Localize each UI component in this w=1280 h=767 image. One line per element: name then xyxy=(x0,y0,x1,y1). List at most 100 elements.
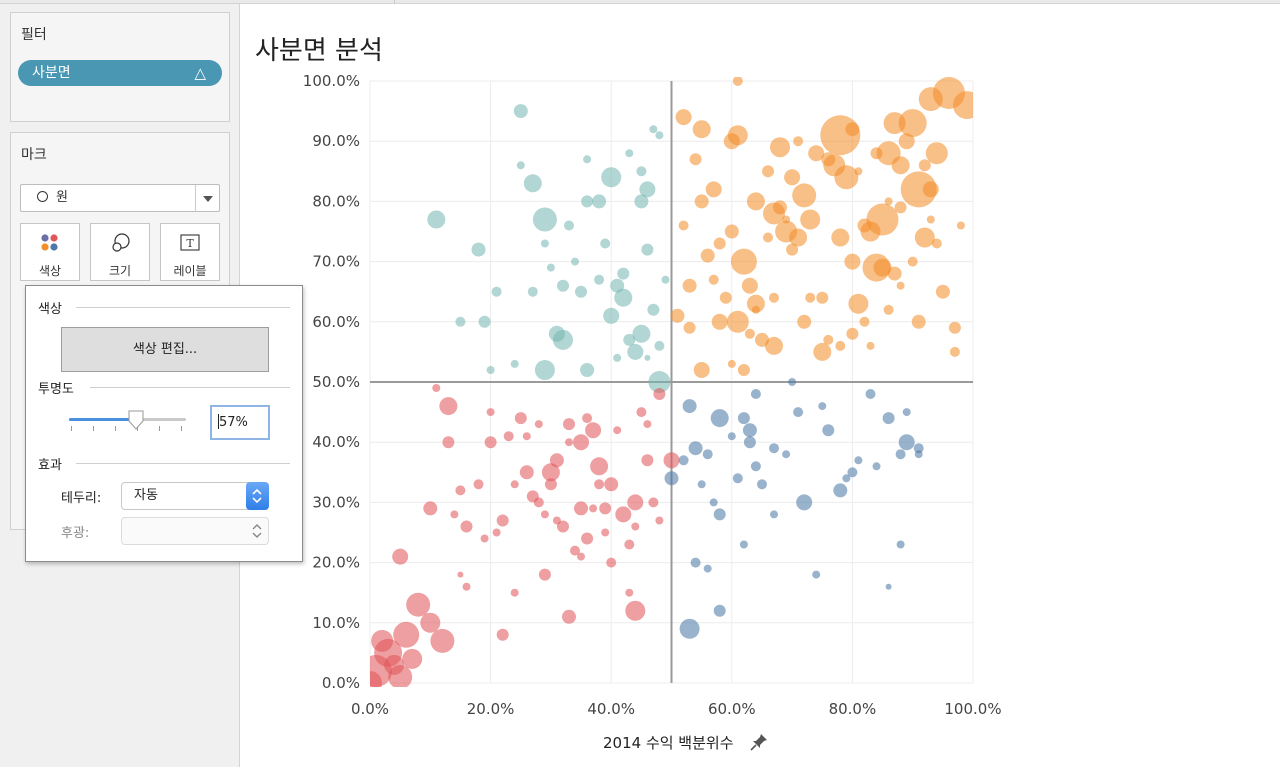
point-top-left[interactable] xyxy=(647,303,660,316)
point-top-right[interactable] xyxy=(922,181,939,198)
point-top-left[interactable] xyxy=(639,181,656,198)
point-top-right[interactable] xyxy=(797,314,812,329)
point-top-left[interactable] xyxy=(603,307,620,324)
point-bottom-left[interactable] xyxy=(358,671,382,695)
point-bottom-right[interactable] xyxy=(713,508,726,521)
point-top-right[interactable] xyxy=(883,304,894,315)
point-top-right[interactable] xyxy=(925,142,948,165)
point-top-left[interactable] xyxy=(532,207,557,232)
filter-pill-quadrant[interactable]: 사분면 △ xyxy=(18,60,222,86)
point-top-right[interactable] xyxy=(870,147,883,160)
point-bottom-left[interactable] xyxy=(615,506,632,523)
point-top-right[interactable] xyxy=(746,192,765,211)
point-bottom-right[interactable] xyxy=(743,436,756,449)
point-top-left[interactable] xyxy=(613,353,622,362)
point-top-right[interactable] xyxy=(689,153,702,166)
point-bottom-right[interactable] xyxy=(914,450,923,459)
point-bottom-right[interactable] xyxy=(793,407,804,418)
point-top-right[interactable] xyxy=(746,294,765,313)
point-bottom-right[interactable] xyxy=(703,564,712,573)
point-bottom-right[interactable] xyxy=(872,462,881,471)
point-bottom-left[interactable] xyxy=(624,539,635,550)
point-bottom-left[interactable] xyxy=(549,453,564,468)
point-top-right[interactable] xyxy=(808,145,825,162)
point-bottom-left[interactable] xyxy=(484,436,497,449)
point-bottom-left[interactable] xyxy=(625,588,634,597)
point-top-left[interactable] xyxy=(600,238,611,249)
mark-type-dropdown[interactable]: 원 xyxy=(20,184,220,212)
label-button[interactable]: T 레이블 xyxy=(160,223,220,281)
point-bottom-right[interactable] xyxy=(709,498,718,507)
point-top-right[interactable] xyxy=(723,133,740,150)
point-bottom-left[interactable] xyxy=(541,463,560,482)
point-top-right[interactable] xyxy=(907,256,918,267)
point-top-left[interactable] xyxy=(513,104,528,119)
point-top-left[interactable] xyxy=(581,195,594,208)
point-top-right[interactable] xyxy=(873,258,892,277)
point-bottom-left[interactable] xyxy=(384,654,405,675)
point-top-right[interactable] xyxy=(918,87,943,112)
point-top-left[interactable] xyxy=(641,243,654,256)
point-bottom-left[interactable] xyxy=(653,388,666,400)
point-top-right[interactable] xyxy=(831,228,850,247)
point-bottom-left[interactable] xyxy=(371,629,394,652)
point-bottom-right[interactable] xyxy=(737,412,750,425)
point-bottom-left[interactable] xyxy=(565,438,573,447)
point-bottom-left[interactable] xyxy=(625,600,646,621)
point-top-right[interactable] xyxy=(675,109,692,126)
point-top-right[interactable] xyxy=(935,284,950,299)
point-bottom-left[interactable] xyxy=(563,418,575,431)
point-top-left[interactable] xyxy=(592,194,607,209)
point-top-right[interactable] xyxy=(724,224,739,239)
point-top-left[interactable] xyxy=(427,210,446,229)
size-button[interactable]: 크기 xyxy=(90,223,150,281)
point-top-right[interactable] xyxy=(789,228,808,247)
opacity-slider-thumb[interactable] xyxy=(128,410,144,430)
point-top-left[interactable] xyxy=(601,167,622,188)
point-top-left[interactable] xyxy=(534,360,555,380)
point-bottom-left[interactable] xyxy=(641,454,654,467)
point-top-right[interactable] xyxy=(692,120,711,139)
point-top-right[interactable] xyxy=(786,243,799,256)
point-top-left[interactable] xyxy=(610,278,625,293)
point-top-right[interactable] xyxy=(719,291,732,304)
point-bottom-left[interactable] xyxy=(581,532,594,545)
point-bottom-right[interactable] xyxy=(742,423,757,438)
point-bottom-left[interactable] xyxy=(663,452,680,469)
point-top-right[interactable] xyxy=(755,332,769,347)
point-bottom-right[interactable] xyxy=(796,494,813,511)
point-top-left[interactable] xyxy=(617,267,630,280)
point-bottom-right[interactable] xyxy=(664,471,679,486)
point-top-right[interactable] xyxy=(891,156,910,175)
point-bottom-left[interactable] xyxy=(570,545,580,556)
point-top-right[interactable] xyxy=(813,342,832,361)
point-bottom-left[interactable] xyxy=(601,528,610,537)
point-top-right[interactable] xyxy=(727,359,736,368)
point-top-right[interactable] xyxy=(846,327,859,340)
point-top-right[interactable] xyxy=(898,133,915,150)
point-bottom-left[interactable] xyxy=(557,520,569,533)
point-bottom-right[interactable] xyxy=(750,461,761,472)
point-bottom-right[interactable] xyxy=(769,443,779,454)
point-bottom-right[interactable] xyxy=(822,424,835,437)
point-bottom-left[interactable] xyxy=(627,494,644,511)
point-top-right[interactable] xyxy=(956,221,965,230)
edit-colors-button[interactable]: 색상 편집... xyxy=(61,327,269,372)
point-top-right[interactable] xyxy=(773,200,787,215)
point-bottom-left[interactable] xyxy=(492,528,501,537)
point-bottom-right[interactable] xyxy=(697,480,706,489)
point-bottom-left[interactable] xyxy=(562,609,576,624)
point-bottom-right[interactable] xyxy=(732,473,743,484)
point-bottom-left[interactable] xyxy=(544,478,557,491)
point-bottom-left[interactable] xyxy=(606,557,617,568)
point-bottom-left[interactable] xyxy=(613,426,622,435)
point-top-left[interactable] xyxy=(546,263,555,272)
point-bottom-right[interactable] xyxy=(710,409,729,428)
point-bottom-left[interactable] xyxy=(582,413,593,424)
point-bottom-left[interactable] xyxy=(402,648,423,669)
point-bottom-right[interactable] xyxy=(885,583,892,590)
point-bottom-left[interactable] xyxy=(534,420,543,429)
point-bottom-left[interactable] xyxy=(486,408,495,417)
point-bottom-left[interactable] xyxy=(392,548,409,565)
point-top-left[interactable] xyxy=(594,274,605,285)
